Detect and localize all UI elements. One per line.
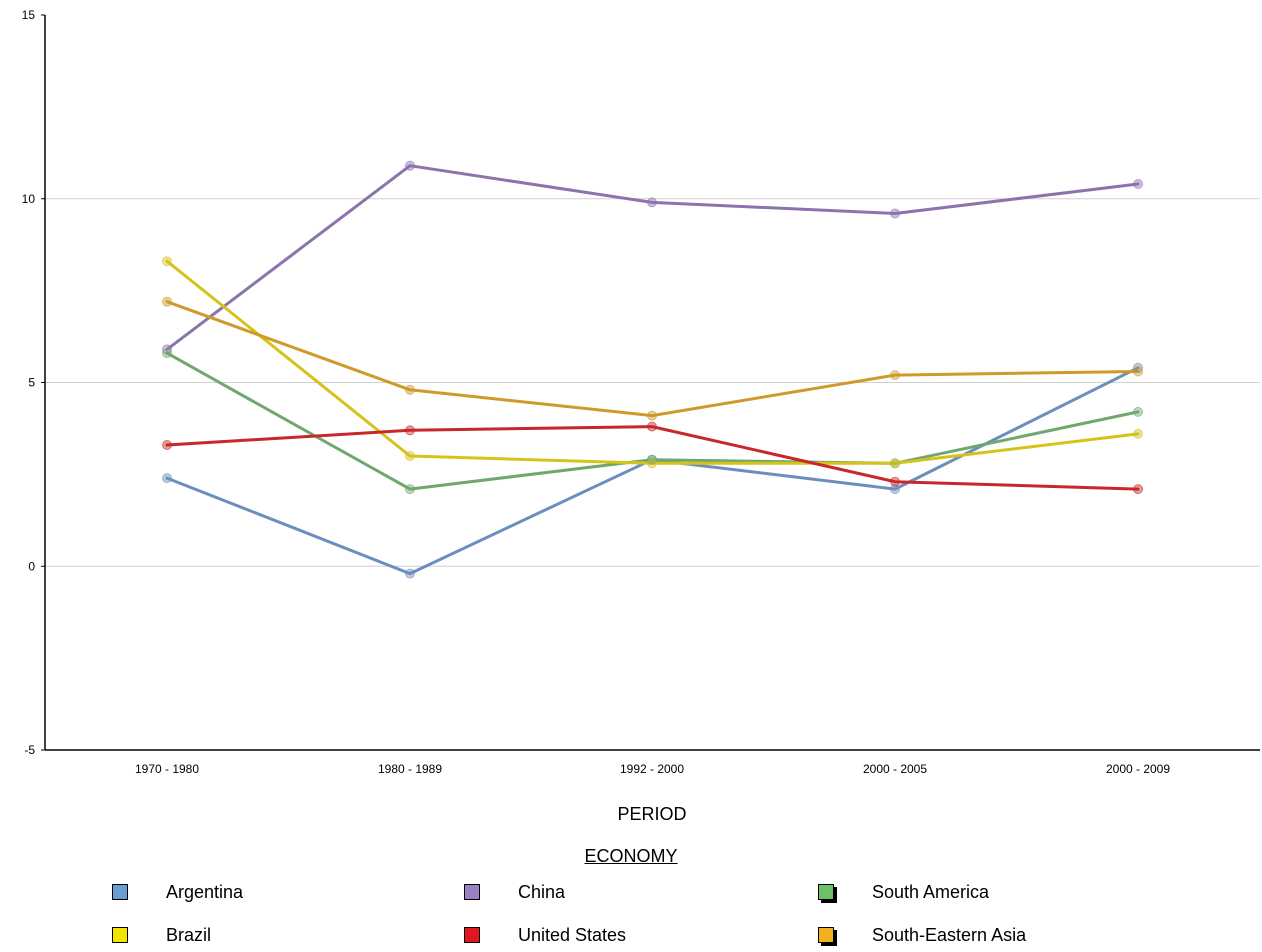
data-point-south-eastern-asia [162, 296, 172, 307]
data-point-south-eastern-asia [647, 410, 657, 421]
legend-title: ECONOMY [584, 846, 678, 866]
x-tick-label: 1980 - 1989 [378, 762, 442, 776]
series-line-united-states [165, 425, 1140, 491]
data-point-china [647, 197, 657, 208]
x-tick-label: 1992 - 2000 [620, 762, 684, 776]
legend-label: Brazil [166, 924, 212, 945]
x-axis-title: PERIOD [617, 804, 686, 824]
data-point-united-states [405, 425, 415, 436]
series-points [162, 160, 1143, 579]
data-point-south-america [1133, 406, 1143, 417]
data-point-south-america [162, 348, 172, 359]
data-point-china [405, 160, 415, 171]
legend-item-brazil: Brazil [112, 923, 211, 947]
y-tick-label: 0 [28, 559, 35, 573]
series-line-south-america [165, 351, 1140, 491]
legend-swatch [464, 884, 480, 900]
legend-label: Argentina [166, 881, 244, 902]
y-tick-label: 15 [22, 8, 36, 22]
data-point-china [162, 344, 172, 355]
x-tick-label: 1970 - 1980 [135, 762, 199, 776]
y-tick-label: 5 [28, 376, 35, 390]
data-point-china [890, 208, 900, 219]
legend-label: South-Eastern Asia [872, 924, 1027, 945]
data-point-china [1133, 179, 1143, 189]
data-point-united-states [1133, 484, 1143, 495]
y-tick-label: -5 [24, 743, 35, 757]
line-chart: 15 10 5 0 -5 1970 - 1980 1980 - 1989 1992 - 20… [22, 8, 1260, 824]
y-tick-labels: 15 10 5 0 -5 [22, 8, 45, 757]
data-point-south-america [647, 454, 657, 465]
series-line-argentina [165, 366, 1140, 576]
legend-item-china: China [464, 880, 565, 904]
data-point-united-states [162, 440, 172, 450]
data-point-argentina [1133, 362, 1143, 373]
legend-label: United States [518, 924, 627, 945]
series-line-brazil [165, 259, 1140, 465]
data-point-south-eastern-asia [405, 384, 415, 395]
series-lines [165, 164, 1140, 576]
legend-label: China [518, 881, 566, 902]
legend-item-united-states: United States [464, 923, 626, 947]
x-tick-label: 2000 - 2005 [863, 762, 927, 776]
y-tick-label: 10 [22, 192, 36, 206]
x-tick-labels: 1970 - 1980 1980 - 1989 1992 - 2000 2000 - … [135, 762, 1170, 776]
data-point-united-states [890, 476, 900, 487]
data-point-brazil [1133, 428, 1143, 439]
data-point-argentina [162, 473, 172, 484]
data-point-south-eastern-asia [1133, 366, 1143, 377]
legend-item-argentina: Argentina [112, 880, 243, 904]
legend-swatch [112, 927, 128, 943]
data-point-argentina [405, 568, 415, 579]
legend-swatch [464, 927, 480, 943]
data-point-united-states [647, 421, 657, 432]
data-point-brazil [647, 458, 657, 469]
legend-label: South America [872, 881, 990, 902]
series-line-china [165, 164, 1140, 351]
data-point-argentina [890, 484, 900, 495]
x-tick-label: 2000 - 2009 [1106, 762, 1170, 776]
data-point-south-america [405, 484, 415, 495]
legend-item-south-eastern-asia: South-Eastern Asia [818, 923, 1026, 947]
grid-lines [45, 198, 1260, 567]
data-point-brazil [162, 256, 172, 267]
data-point-south-eastern-asia [890, 370, 900, 381]
legend-swatch [112, 884, 128, 900]
series-line-south-eastern-asia [165, 300, 1140, 418]
legend-swatch [818, 884, 834, 900]
data-point-brazil [405, 451, 415, 461]
data-point-brazil [890, 458, 900, 469]
legend-swatch [818, 927, 834, 943]
legend-item-south-america: South America [818, 880, 989, 904]
